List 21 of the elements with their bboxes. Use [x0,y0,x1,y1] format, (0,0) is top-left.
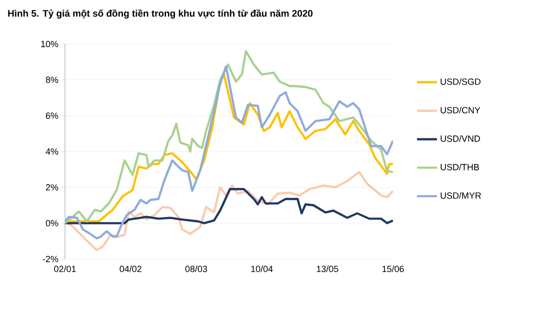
x-tick-label: 15/06 [382,266,404,272]
x-tick-label: 04/02 [120,266,142,272]
y-tick-label: -2% [42,256,58,262]
x-tick-label: 08/03 [185,266,208,272]
chart-title: Hình 5. Tỷ giá một số đồng tiền trong khu vực tính từ đầu năm 2020 [8,9,313,19]
y-tick-label: 6% [46,112,58,119]
y-tick-label: 2% [46,184,58,190]
legend-label: USD/THB [440,164,479,170]
legend-label: USD/VND [440,135,480,142]
x-tick-label: 10/04 [251,266,273,272]
y-tick-label: 10% [41,40,58,48]
legend-label: USD/CNY [440,106,480,114]
line-series [65,171,394,252]
y-tick-label: 8% [46,76,58,84]
y-tick-label: 4% [46,148,58,155]
legend-label: USD/MYR [440,192,481,199]
y-tick-label: 0% [46,220,58,226]
legend-label: USD/SGD [440,78,480,85]
x-tick-label: 13/05 [316,266,338,272]
line-series [65,188,394,224]
x-tick-label: 02/01 [54,266,76,272]
